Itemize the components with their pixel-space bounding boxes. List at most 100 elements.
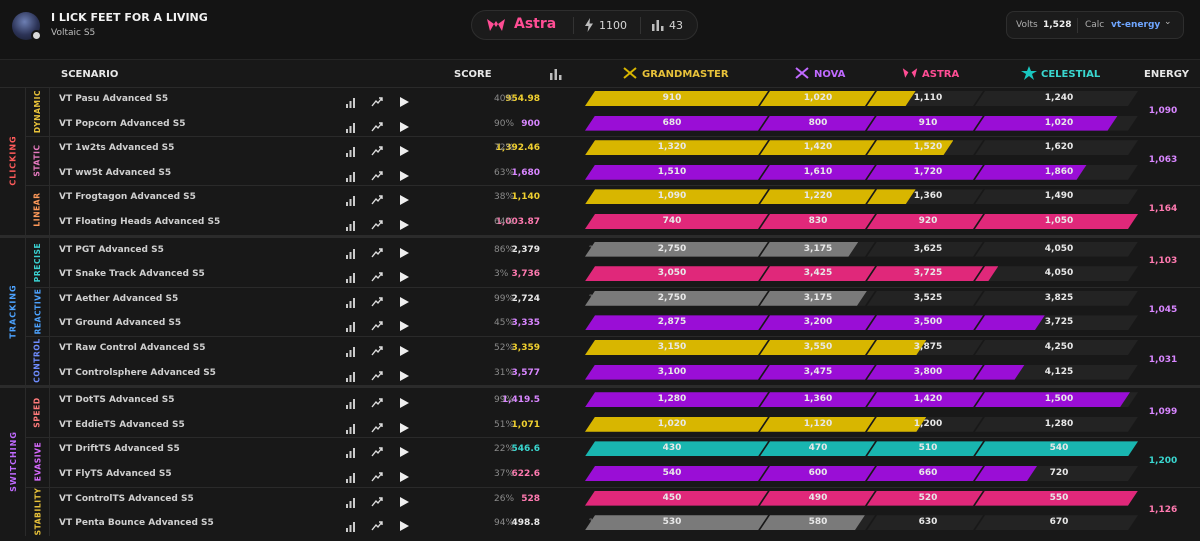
scenario-name[interactable]: VT Controlsphere Advanced S5: [59, 367, 216, 378]
energy-header[interactable]: ENERGY: [1144, 69, 1189, 80]
trend-chart-icon[interactable]: [371, 419, 383, 433]
scenario-name[interactable]: VT DotTS Advanced S5: [59, 395, 175, 406]
play-icon[interactable]: [398, 216, 410, 230]
astra-header: ASTRA: [922, 69, 960, 80]
energy-value: 1,126: [1148, 505, 1178, 516]
rank-threshold: 1,360: [913, 191, 943, 202]
scenario-name[interactable]: VT Snake Track Advanced S5: [59, 269, 205, 280]
play-icon[interactable]: [398, 342, 410, 356]
chevron-down-icon[interactable]: ⌄: [1164, 17, 1172, 27]
rank-threshold: 920: [918, 216, 938, 226]
trend-chart-icon[interactable]: [371, 468, 383, 482]
scenario-name[interactable]: VT ControlTS Advanced S5: [59, 493, 194, 504]
play-icon[interactable]: [398, 493, 410, 507]
trend-chart-icon[interactable]: [371, 493, 383, 507]
trend-chart-icon[interactable]: [371, 118, 383, 132]
scenario-name[interactable]: VT EddieTS Advanced S5: [59, 419, 185, 430]
progress-bar-fill: [760, 165, 875, 180]
rank-track-segment: [975, 242, 1138, 257]
signal-icon: [346, 342, 358, 357]
play-icon[interactable]: [398, 443, 410, 458]
rank-track-segment: [975, 189, 1138, 204]
verified-badge-icon: [31, 30, 42, 41]
trend-chart-icon[interactable]: [371, 317, 383, 331]
trend-chart-icon[interactable]: [371, 367, 383, 381]
table-row: VT Floating Heads Advanced S5 1,003.87 64%…: [50, 210, 1200, 235]
progress-bar-fill: [760, 466, 875, 481]
rank-threshold: 1,860: [1044, 166, 1074, 177]
signal-icon: [346, 443, 358, 459]
scenario-name[interactable]: VT 1w2ts Advanced S5: [59, 143, 175, 154]
energy-value: 1,090: [1148, 105, 1178, 116]
rank-track-segment: [867, 242, 983, 257]
score-value: 528: [521, 493, 540, 504]
rank-track-segment: [975, 140, 1138, 155]
table-row: VT Snake Track Advanced S53,7363%1113,05…: [50, 262, 1200, 287]
play-icon[interactable]: [398, 468, 410, 482]
rank-threshold: 530: [662, 517, 682, 528]
calc-selector[interactable]: Volts 1,528 Calc vt-energy ⌄: [1006, 11, 1184, 39]
divider: [640, 17, 641, 34]
rank-track-segment: [975, 266, 1138, 281]
play-icon[interactable]: [398, 293, 410, 307]
scenario-name[interactable]: VT ww5t Advanced S5: [59, 167, 172, 178]
play-icon[interactable]: [398, 244, 410, 258]
rank-threshold: 1,490: [1044, 191, 1074, 202]
score-percentile: 64%: [494, 217, 515, 227]
top-bar: I LICK FEET FOR A LIVING Voltaic S5 Astr…: [0, 0, 1200, 51]
trend-chart-icon[interactable]: [371, 244, 383, 258]
trend-chart-icon[interactable]: [371, 443, 383, 457]
bar-chart-icon: [652, 20, 664, 31]
play-icon[interactable]: [398, 191, 410, 206]
category-divider: [0, 385, 1200, 389]
play-icon[interactable]: [398, 394, 410, 409]
score-header[interactable]: SCORE: [454, 69, 492, 80]
trend-chart-icon[interactable]: [371, 167, 383, 181]
trend-chart-icon[interactable]: [371, 394, 383, 408]
trend-chart-icon[interactable]: [371, 216, 383, 230]
progress-bar-fill: [585, 165, 768, 180]
trend-chart-icon[interactable]: [371, 142, 383, 156]
play-icon[interactable]: [398, 142, 410, 157]
scenario-name[interactable]: VT Raw Control Advanced S5: [59, 343, 206, 353]
play-icon[interactable]: [398, 367, 410, 381]
trend-chart-icon[interactable]: [371, 268, 383, 282]
score-value: 954.98: [505, 94, 540, 104]
progress-bar-fill: [585, 491, 768, 506]
progress-bar-fill: [760, 515, 865, 530]
progress-bar-fill: [867, 140, 953, 155]
trend-chart-icon[interactable]: [371, 293, 383, 307]
rank-threshold: 680: [662, 117, 682, 128]
scenario-name[interactable]: VT Floating Heads Advanced S5: [59, 217, 221, 227]
rank-track-segment: [975, 515, 1138, 530]
trend-chart-icon[interactable]: [371, 191, 383, 205]
scenario-name[interactable]: VT Frogtagon Advanced S5: [59, 192, 196, 203]
play-icon[interactable]: [398, 317, 410, 332]
scenario-name[interactable]: VT Penta Bounce Advanced S5: [59, 518, 214, 529]
scenario-header[interactable]: SCENARIO: [61, 69, 119, 80]
play-icon[interactable]: [398, 118, 410, 132]
play-icon[interactable]: [398, 93, 410, 107]
scenario-name[interactable]: VT PGT Advanced S5: [59, 244, 164, 255]
rank-threshold: 3,800: [913, 366, 943, 377]
trend-chart-icon[interactable]: [371, 517, 383, 531]
row-divider: [26, 437, 1200, 439]
play-icon[interactable]: [398, 268, 410, 283]
trend-chart-icon[interactable]: [371, 93, 383, 107]
play-icon[interactable]: [398, 419, 410, 433]
trend-chart-icon[interactable]: [371, 342, 383, 356]
play-icon[interactable]: [398, 167, 410, 181]
progress-bar-fill: [585, 340, 768, 355]
rank-threshold: 2,750: [657, 243, 687, 254]
scenario-name[interactable]: VT FlyTS Advanced S5: [59, 469, 172, 479]
scenario-name[interactable]: VT Ground Advanced S5: [59, 318, 182, 329]
play-icon[interactable]: [398, 517, 410, 532]
scenario-name[interactable]: VT Popcorn Advanced S5: [59, 118, 186, 129]
progress-bar-fill: [760, 417, 875, 432]
category-gutter: [0, 388, 26, 536]
scenario-name[interactable]: VT DriftTS Advanced S5: [59, 444, 180, 455]
signal-icon: [346, 293, 358, 308]
plays-chart-icon[interactable]: [550, 68, 562, 80]
scenario-name[interactable]: VT Aether Advanced S5: [59, 293, 179, 304]
scenario-name[interactable]: VT Pasu Advanced S5: [59, 94, 169, 104]
